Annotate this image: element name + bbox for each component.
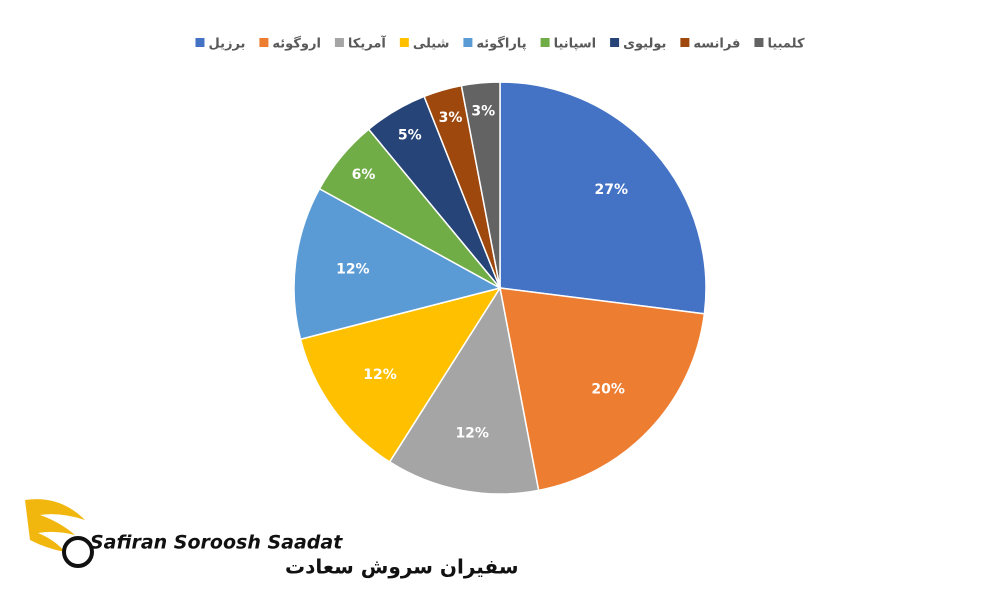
- legend-label: آمریکا: [348, 35, 386, 52]
- legend-label: اروگوئه: [272, 36, 321, 52]
- legend-label: برزیل: [208, 37, 245, 52]
- legend-swatch: [463, 38, 473, 47]
- legend-label: فرانسه: [693, 37, 740, 52]
- legend-label: اسپانیا: [554, 37, 597, 52]
- logo-name-en: Safiran Soroosh Saadat: [90, 532, 343, 554]
- logo-name-fa: سفیران سروش سعادت: [285, 555, 519, 579]
- legend-label: شیلی: [413, 37, 450, 52]
- legend-swatch: [259, 38, 269, 47]
- legend-label: پاراگوئه: [476, 36, 526, 52]
- logo: Safiran Soroosh Saadat سفیران سروش سعادت: [25, 499, 519, 579]
- legend-swatch: [680, 38, 690, 47]
- pie-slice: [299, 286, 502, 463]
- logo-wing: [25, 499, 85, 552]
- legend-label: بولیوی: [623, 37, 666, 52]
- legend-swatch: [195, 38, 205, 47]
- data-label: 12%: [363, 367, 397, 383]
- pie-slice: [388, 285, 540, 495]
- pie-slice: [499, 81, 707, 315]
- data-label: 3%: [439, 110, 463, 126]
- pie-slice: [499, 287, 706, 492]
- data-label: 3%: [471, 104, 495, 120]
- pie-slice: [460, 81, 501, 289]
- logo-swan: [62, 536, 94, 568]
- legend-swatch: [610, 38, 620, 47]
- data-label: 6%: [352, 167, 376, 183]
- data-label: 20%: [591, 382, 625, 398]
- data-label: 27%: [594, 182, 628, 198]
- legend-swatch: [399, 38, 409, 47]
- legend-swatch: [334, 38, 344, 47]
- legend-swatch: [540, 38, 550, 47]
- legend-label: کلمبیا: [767, 37, 805, 52]
- pie-slice: [293, 187, 503, 341]
- legend-swatch: [754, 38, 764, 47]
- data-label: 12%: [455, 426, 489, 442]
- data-label: 5%: [398, 128, 422, 144]
- data-label: 12%: [336, 261, 370, 277]
